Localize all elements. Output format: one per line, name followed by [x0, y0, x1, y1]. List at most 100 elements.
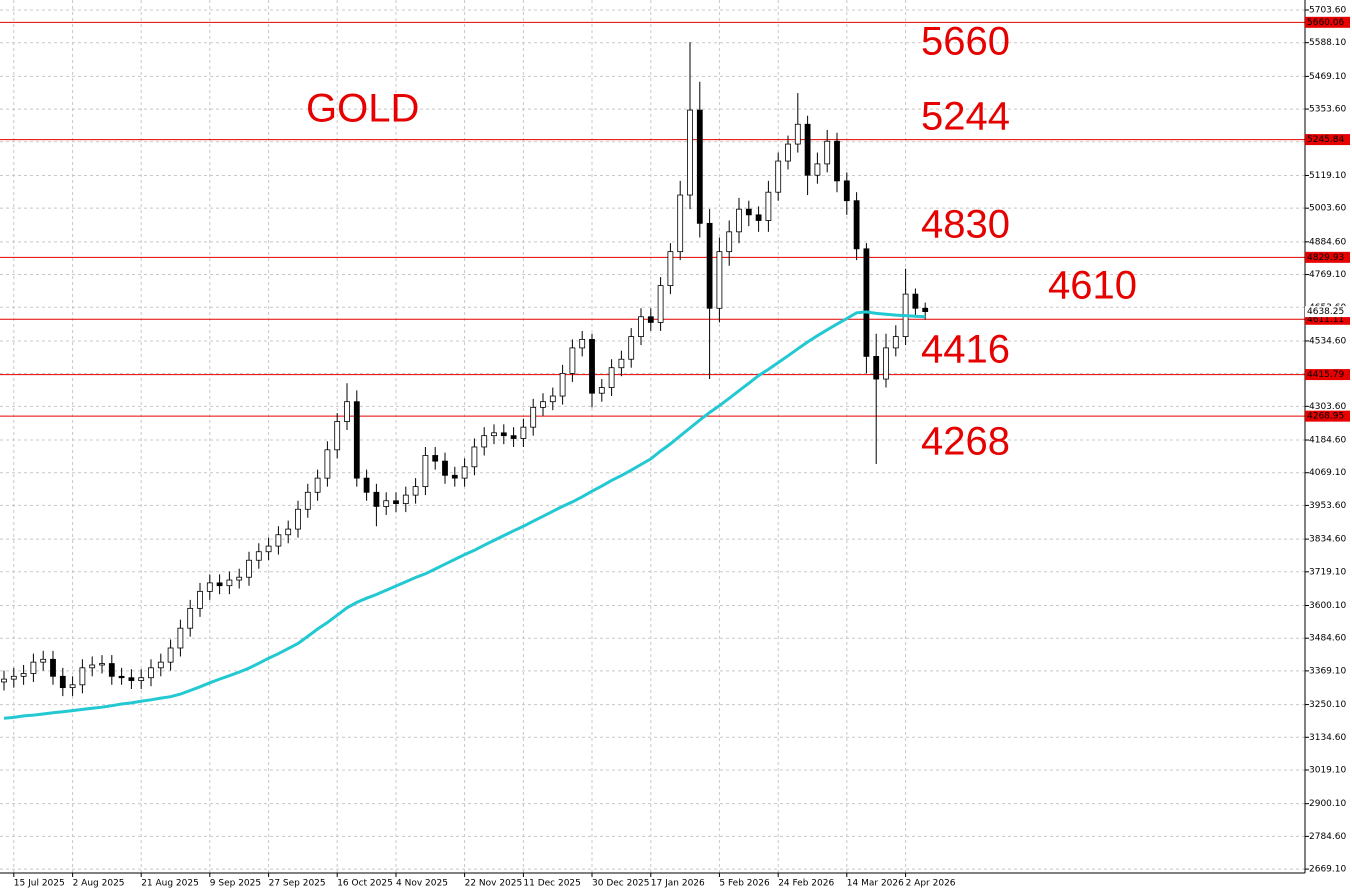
level-label: 4829.93 — [1307, 253, 1344, 263]
candle-body — [246, 559, 252, 578]
candle-body — [461, 466, 468, 479]
candle-body — [804, 123, 811, 176]
candle-body — [598, 387, 605, 394]
candle-body — [765, 191, 772, 221]
candle-body — [824, 140, 831, 165]
y-tick-label: 3019.10 — [1309, 765, 1346, 775]
level-box — [1305, 16, 1350, 28]
y-tick-label: 5119.10 — [1309, 171, 1346, 181]
candle-body — [187, 607, 194, 629]
candle-body — [589, 339, 595, 394]
annotation: 4610 — [1048, 264, 1137, 308]
level-box — [1305, 410, 1350, 422]
candle-body — [922, 307, 929, 312]
candle-body — [873, 355, 880, 380]
x-tick-label: 30 Dec 2025 — [592, 879, 650, 889]
y-tick-label: 3484.60 — [1309, 634, 1346, 644]
candle-body — [520, 426, 527, 439]
x-tick-label: 16 Oct 2025 — [337, 879, 393, 889]
candle-body — [393, 500, 399, 505]
x-tick-label: 27 Sep 2025 — [269, 879, 326, 889]
candle-body — [442, 460, 448, 476]
annotation: 4416 — [921, 328, 1010, 372]
annotation: GOLD — [306, 87, 419, 131]
candle-body — [344, 401, 350, 422]
candle-body — [383, 500, 390, 507]
y-tick-label: 4534.60 — [1309, 336, 1346, 346]
candle-body — [549, 395, 556, 403]
candle-body — [206, 582, 213, 592]
y-tick-label: 4884.60 — [1309, 237, 1346, 247]
candle-body — [745, 208, 752, 216]
candle-body — [118, 675, 125, 679]
x-tick-label: 14 Mar 2026 — [847, 879, 904, 889]
candle-body — [579, 339, 586, 349]
annotation: 4830 — [921, 203, 1010, 247]
candle-body — [363, 477, 370, 493]
candle-body — [255, 551, 262, 561]
level-box — [1305, 313, 1350, 325]
y-tick-label: 3953.60 — [1309, 501, 1346, 511]
candle-body — [236, 576, 243, 581]
candle-body — [755, 214, 762, 221]
candle-body — [432, 455, 439, 462]
y-tick-label: 3834.60 — [1309, 535, 1346, 545]
x-tick-label: 4 Nov 2025 — [396, 879, 448, 889]
candle-body — [304, 491, 311, 510]
candle-body — [295, 508, 301, 530]
candle-body — [128, 677, 135, 681]
candle-body — [471, 446, 478, 468]
candle-body — [422, 455, 429, 488]
level-label: 4611.11 — [1307, 315, 1344, 325]
x-tick-label: 9 Sep 2025 — [210, 879, 261, 889]
candle-body — [79, 667, 86, 686]
candle-body — [696, 109, 703, 224]
annotation: 5660 — [921, 20, 1010, 64]
price-label: 4638.25 — [1307, 307, 1344, 317]
candle-body — [157, 661, 164, 669]
candle-body — [314, 477, 321, 493]
candle-body — [912, 293, 919, 309]
candle-body — [853, 200, 860, 250]
candle-body — [785, 143, 791, 162]
plot — [0, 21, 1305, 720]
candle-body — [412, 486, 419, 496]
candle-body — [148, 667, 154, 679]
candle-body — [20, 673, 27, 677]
x-tick-label: 24 Feb 2026 — [778, 879, 834, 889]
x-tick-label: 2 Apr 2026 — [906, 879, 956, 889]
y-tick-label: 4069.10 — [1309, 468, 1346, 478]
candle-body — [677, 194, 684, 253]
candle-body — [540, 401, 546, 408]
candle-body — [814, 163, 821, 176]
grid — [0, 0, 1305, 873]
level-label: 4415.79 — [1307, 370, 1344, 380]
candle-body — [647, 316, 654, 323]
candle-body — [510, 435, 517, 439]
candle-body — [334, 421, 341, 451]
x-tick-label: 11 Dec 2025 — [523, 879, 581, 889]
candle-body — [794, 123, 801, 145]
candle-body — [10, 675, 17, 680]
candle-body — [608, 367, 615, 388]
candle-body — [863, 248, 870, 357]
candle-body — [353, 401, 360, 479]
x-tick-label: 17 Jan 2026 — [651, 879, 705, 889]
y-tick-label: 5003.60 — [1309, 204, 1346, 214]
candle-body — [138, 677, 145, 681]
y-tick-label: 5588.10 — [1309, 38, 1346, 48]
y-tick-label: 2784.60 — [1309, 832, 1346, 842]
x-tick-label: 2 Aug 2025 — [73, 879, 125, 889]
level-box — [1305, 369, 1350, 381]
y-tick-label: 3719.10 — [1309, 567, 1346, 577]
level-label: 5245.84 — [1307, 135, 1344, 145]
candle-body — [402, 494, 409, 505]
candle-body — [736, 208, 742, 233]
y-tick-label: 4184.60 — [1309, 436, 1346, 446]
x-tick-label: 15 Jul 2025 — [14, 879, 65, 889]
candle-body — [843, 180, 850, 202]
x-tick-label: 21 Aug 2025 — [141, 879, 199, 889]
level-label: 4268.95 — [1307, 412, 1344, 422]
